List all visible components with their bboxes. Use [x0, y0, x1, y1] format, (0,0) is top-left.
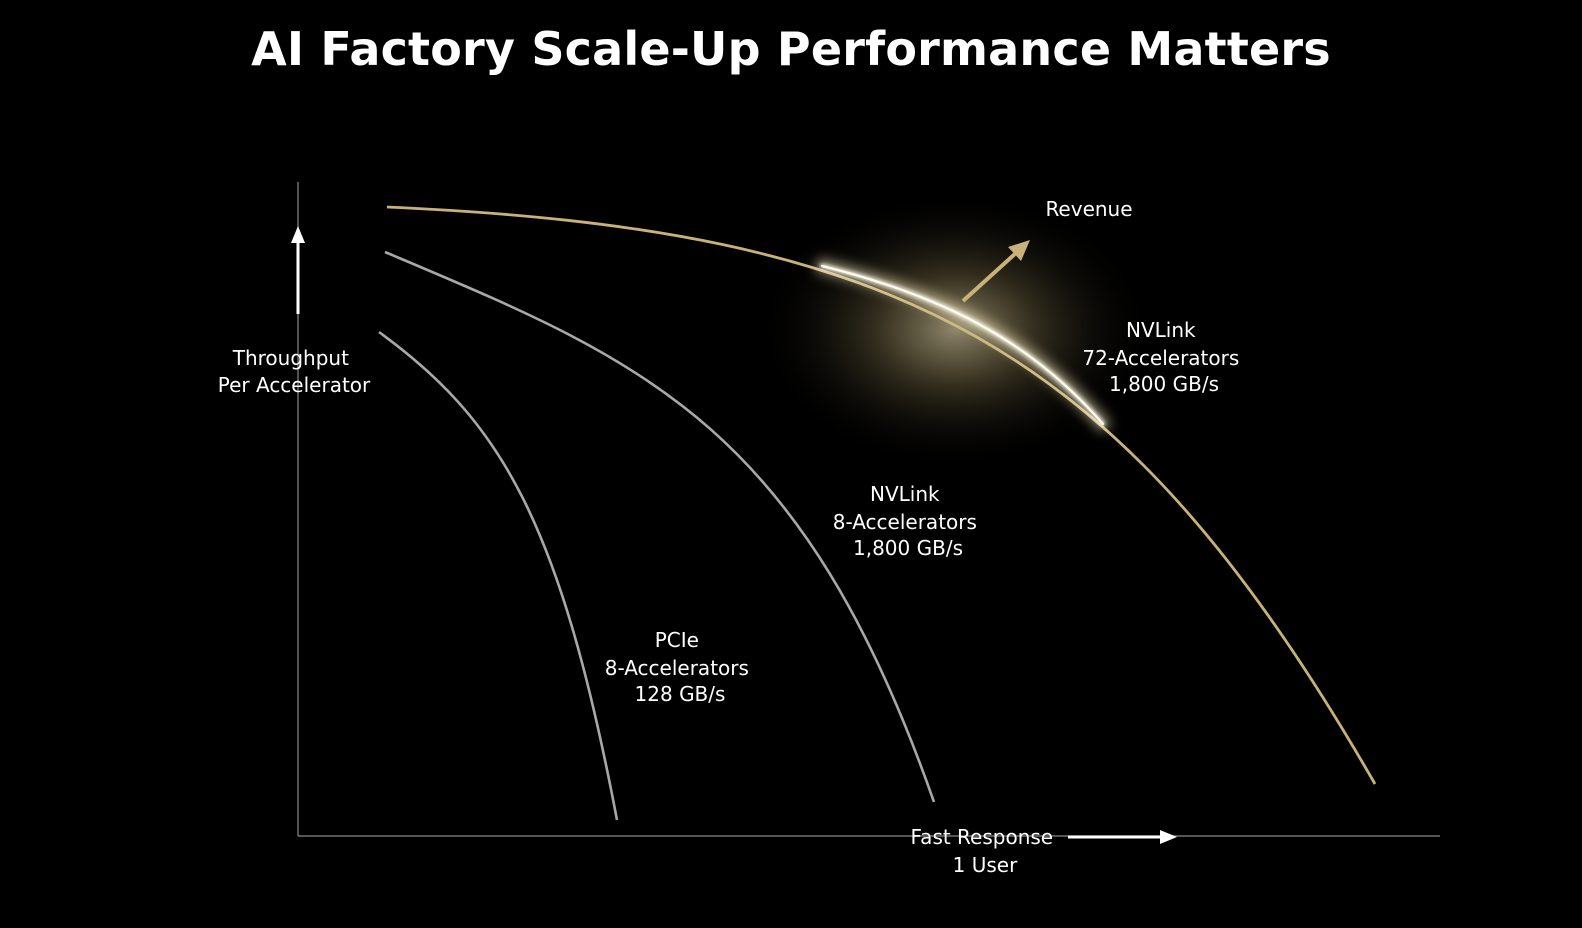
- curve-glow: [755, 190, 1155, 470]
- series-line-pcie: [378, 330, 619, 821]
- chart-title: AI Factory Scale-Up Performance Matters: [251, 22, 1331, 76]
- y-axis-label: Throughput Per Accelerator: [218, 346, 371, 397]
- series-line-nvlink-72-highlight-core: [820, 264, 1105, 426]
- revenue-arrow-icon: [961, 240, 1030, 303]
- x-axis-arrow-icon: [1068, 830, 1177, 844]
- series-label-nvlink-72: NVLink 72-Accelerators 1,800 GB/s: [1082, 318, 1245, 396]
- revenue-annotation: Revenue: [1045, 197, 1132, 221]
- y-axis-arrow-icon: [291, 226, 305, 314]
- series-label-pcie: PCIe 8-Accelerators 128 GB/s: [605, 628, 756, 706]
- series-line-nvlink-8: [384, 250, 936, 803]
- series-line-nvlink-72: [386, 205, 1377, 785]
- x-axis-label: Fast Response 1 User: [911, 825, 1060, 877]
- series-label-nvlink-8: NVLink 8-Accelerators 1,800 GB/s: [833, 482, 984, 560]
